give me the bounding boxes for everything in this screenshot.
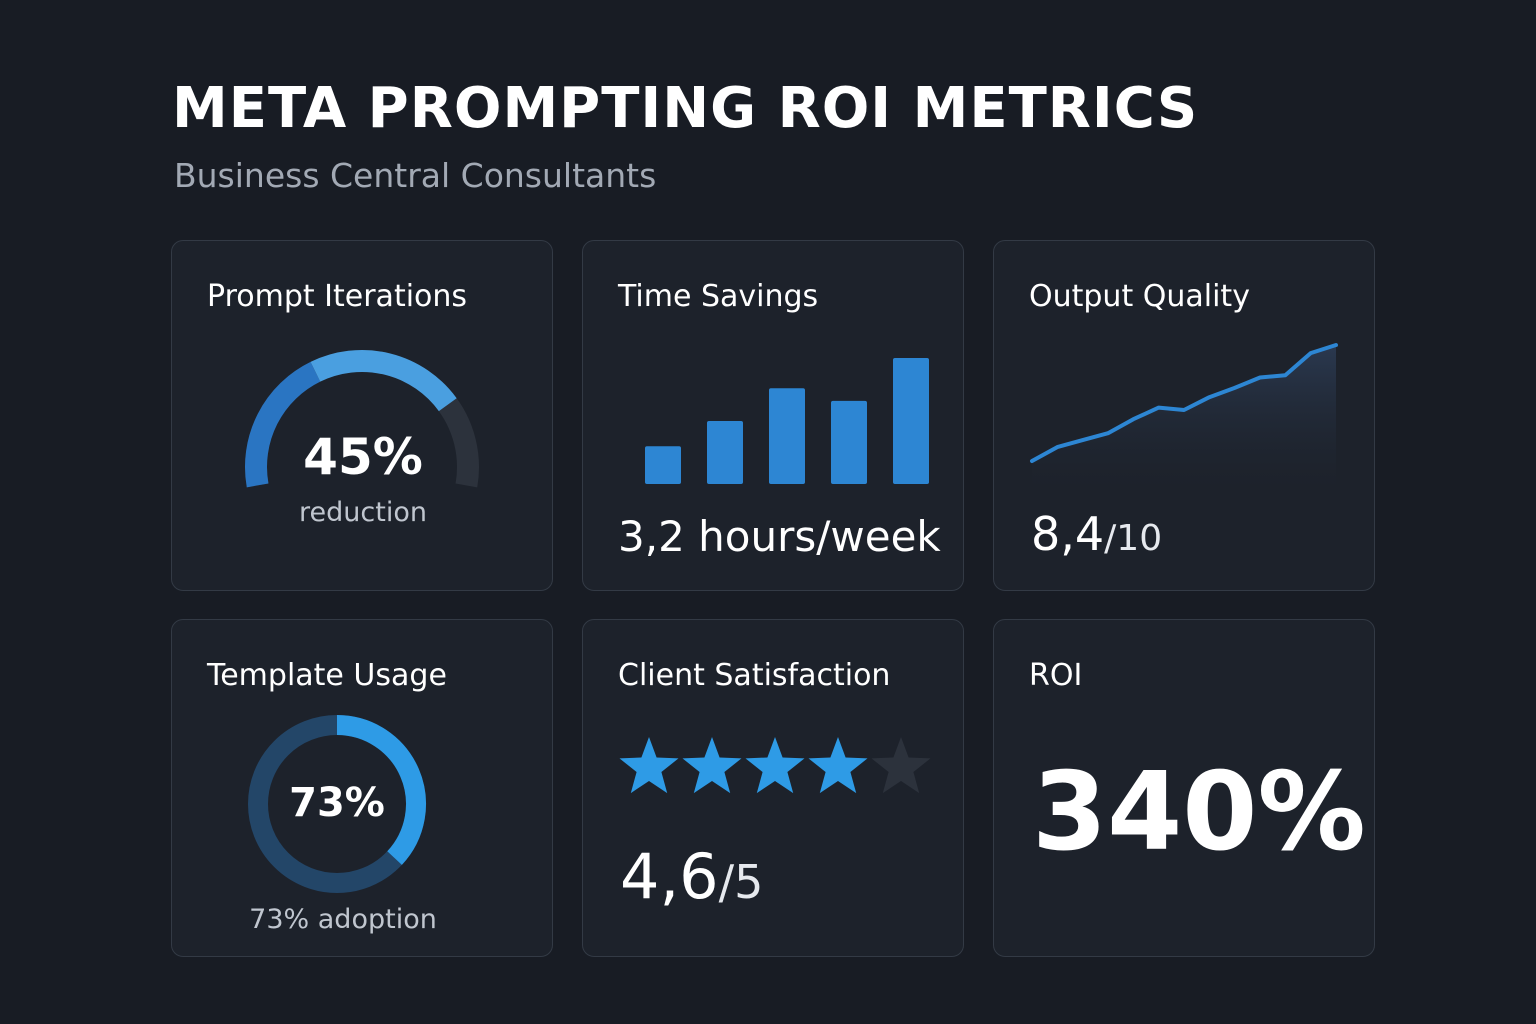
card-title: Time Savings	[618, 279, 819, 314]
line-chart	[1030, 343, 1338, 489]
card-roi: ROI 340%	[993, 619, 1375, 957]
quality-score: 8,4/10	[1031, 507, 1162, 561]
card-title: Template Usage	[207, 658, 447, 693]
satisfaction-value: 4,6	[620, 840, 719, 913]
star-filled-icon	[808, 737, 868, 794]
card-template-usage: Template Usage 73% 73% adoption	[171, 619, 553, 957]
satisfaction-score: 4,6/5	[620, 840, 763, 913]
gauge-label: reduction	[299, 497, 427, 528]
gauge-chart	[245, 350, 479, 488]
page-subtitle: Business Central Consultants	[174, 156, 657, 195]
trend-line	[1030, 343, 1338, 463]
roi-value: 340%	[1032, 750, 1366, 875]
bar	[769, 388, 805, 484]
card-client-satisfaction: Client Satisfaction 4,6/5	[582, 619, 964, 957]
bar	[831, 400, 867, 484]
quality-suffix: /10	[1104, 518, 1163, 559]
card-title: Client Satisfaction	[618, 658, 891, 693]
quality-value: 8,4	[1031, 507, 1105, 561]
star-filled-icon	[745, 737, 805, 794]
time-savings-value: 3,2 hours/week	[618, 512, 941, 561]
star-filled-icon	[682, 737, 742, 794]
star-rating	[619, 737, 931, 794]
card-title: Prompt Iterations	[207, 279, 468, 314]
trend-area	[1032, 345, 1336, 489]
donut-fill	[336, 715, 426, 865]
card-prompt-iterations: Prompt Iterations 45% reduction	[171, 240, 553, 591]
bar	[707, 421, 743, 484]
card-title: Output Quality	[1029, 279, 1250, 314]
star-empty-icon	[871, 737, 931, 794]
bar	[645, 446, 681, 484]
gauge-value: 45%	[303, 428, 423, 486]
bar	[893, 358, 929, 484]
gauge-fill-highlight	[310, 350, 457, 412]
page-title: META PROMPTING ROI METRICS	[172, 76, 1199, 141]
satisfaction-suffix: /5	[718, 855, 764, 909]
card-title: ROI	[1029, 658, 1083, 693]
donut-label: 73% adoption	[249, 904, 437, 935]
donut-value: 73%	[289, 780, 385, 826]
gauge-fill	[245, 361, 321, 488]
bar-chart	[645, 358, 929, 484]
donut-chart	[248, 715, 426, 893]
star-filled-icon	[619, 737, 679, 794]
card-output-quality: Output Quality 8,4/10	[993, 240, 1375, 591]
card-time-savings: Time Savings 3,2 hours/week	[582, 240, 964, 591]
